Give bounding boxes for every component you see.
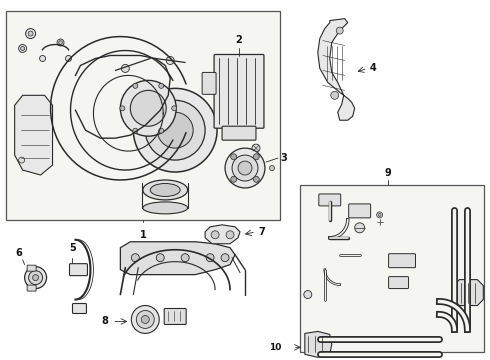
Circle shape [57,39,64,46]
Polygon shape [15,95,52,175]
Circle shape [19,45,26,53]
Circle shape [166,57,174,64]
Text: 3: 3 [280,153,287,163]
FancyBboxPatch shape [73,303,86,314]
Text: 9: 9 [384,168,391,178]
FancyBboxPatch shape [349,204,370,218]
Polygon shape [305,332,332,357]
Circle shape [181,254,189,262]
Circle shape [121,80,176,136]
Circle shape [221,254,229,262]
Ellipse shape [143,202,188,214]
Circle shape [211,231,219,239]
Circle shape [28,31,33,36]
Circle shape [252,144,260,152]
Circle shape [355,223,365,233]
Text: 4: 4 [369,63,376,73]
Circle shape [122,64,129,72]
Circle shape [157,112,193,148]
Circle shape [172,106,177,111]
Circle shape [145,100,205,160]
FancyBboxPatch shape [389,276,409,289]
FancyBboxPatch shape [70,264,87,276]
Text: 1: 1 [140,230,147,240]
Circle shape [28,271,43,285]
Polygon shape [453,280,483,306]
FancyBboxPatch shape [222,126,256,140]
Polygon shape [121,242,235,275]
Text: 8: 8 [101,316,108,327]
Circle shape [232,155,258,181]
Text: 5: 5 [69,243,76,253]
Text: 6: 6 [15,248,22,258]
Circle shape [24,267,47,289]
FancyBboxPatch shape [27,265,36,271]
Circle shape [133,88,217,172]
Circle shape [156,254,164,262]
Circle shape [270,166,274,171]
Circle shape [226,231,234,239]
Circle shape [131,254,139,262]
Text: 2: 2 [236,35,243,45]
Bar [6,11,280,220]
Circle shape [59,41,62,44]
Ellipse shape [150,184,180,197]
Circle shape [130,90,166,126]
Circle shape [131,306,159,333]
Circle shape [33,275,39,280]
Circle shape [25,28,36,39]
Polygon shape [205,225,240,244]
Circle shape [141,315,149,323]
Circle shape [253,176,259,182]
Polygon shape [318,19,355,120]
Circle shape [238,161,252,175]
Circle shape [336,27,343,34]
FancyBboxPatch shape [389,254,416,268]
Circle shape [377,212,383,218]
Circle shape [378,213,381,216]
FancyBboxPatch shape [319,194,341,206]
Circle shape [225,148,265,188]
Circle shape [159,128,164,133]
Ellipse shape [143,180,188,200]
Circle shape [133,84,138,88]
FancyBboxPatch shape [27,285,36,291]
Text: 10: 10 [270,343,282,352]
Text: 7: 7 [258,227,265,237]
Circle shape [159,84,164,88]
Circle shape [206,254,214,262]
FancyBboxPatch shape [164,309,186,324]
Circle shape [21,46,24,50]
Circle shape [331,91,339,99]
Circle shape [133,128,138,133]
FancyBboxPatch shape [214,54,264,128]
Circle shape [304,291,312,298]
Circle shape [66,55,72,62]
Circle shape [40,55,46,62]
Circle shape [253,154,259,160]
Circle shape [136,310,154,328]
Bar [300,185,484,352]
FancyBboxPatch shape [202,72,216,94]
Circle shape [120,106,125,111]
Circle shape [231,176,237,182]
Circle shape [19,157,25,163]
Circle shape [231,154,237,160]
